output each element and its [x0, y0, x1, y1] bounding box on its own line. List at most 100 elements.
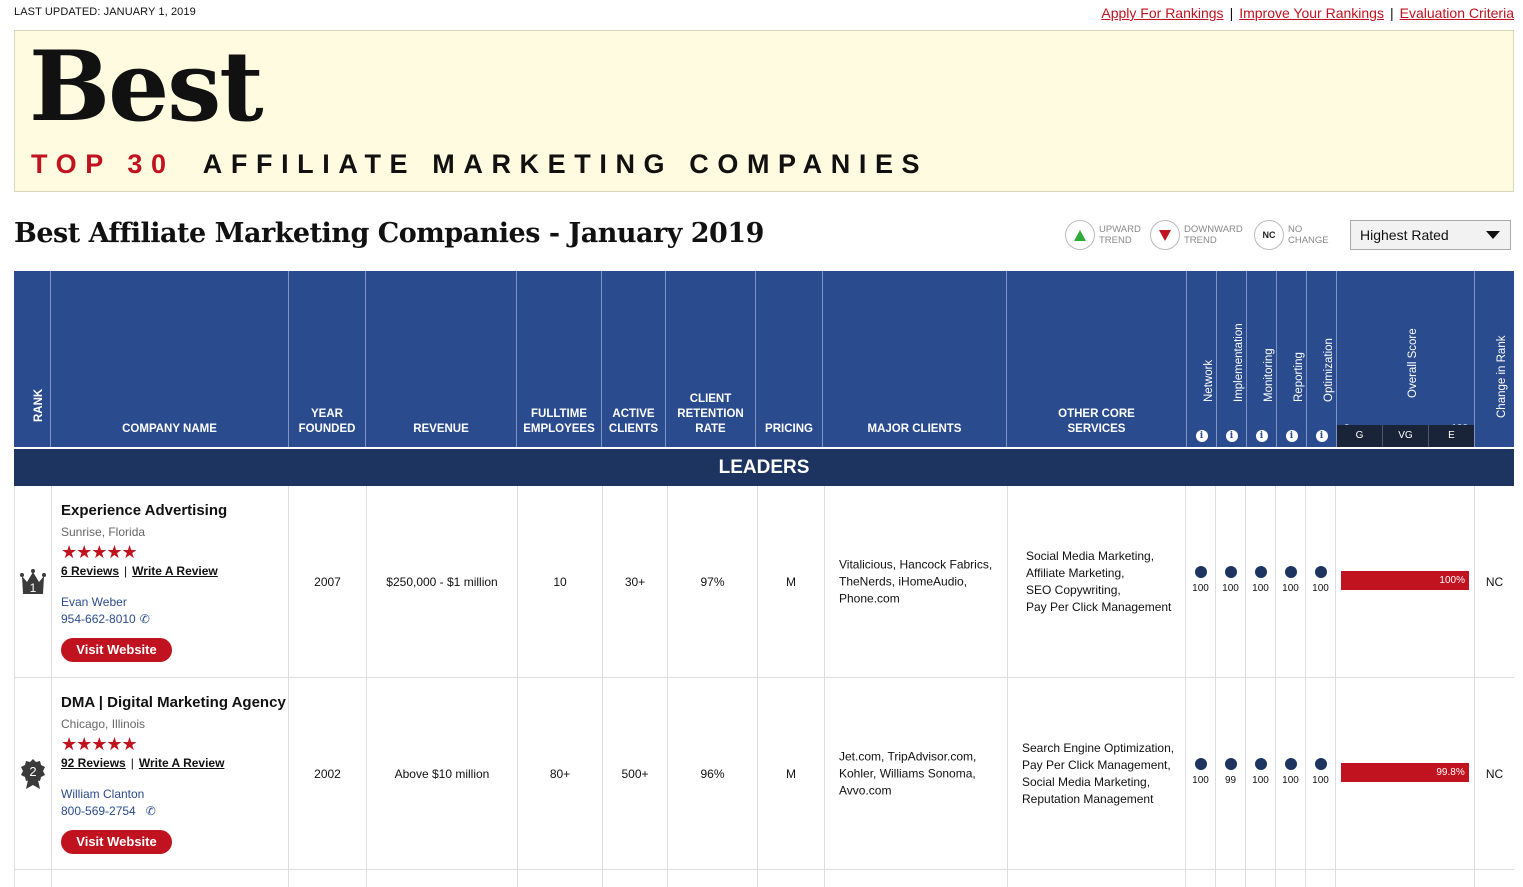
monitoring-score-cell — [1246, 870, 1276, 887]
column-header-overall-score[interactable]: Overall Score 0 100 G VG E — [1337, 271, 1475, 447]
contact-phone[interactable]: 800-569-2754 — [61, 804, 136, 818]
table-row: 2 DMA | Digital Marketing Agency Chicago… — [14, 678, 1514, 870]
column-header-label: Implementation — [1232, 323, 1245, 402]
legend-label: UPWARD — [1099, 224, 1141, 235]
contact-phone[interactable]: 954-662-8010 — [61, 612, 136, 626]
company-name[interactable]: DMA | Digital Marketing Agency — [61, 694, 286, 711]
score-value: 100 — [1252, 583, 1269, 594]
cell-value: Vitalicious, Hancock Fabrics, — [839, 557, 993, 571]
cell-value: Avvo.com — [839, 783, 892, 797]
pricing-cell — [758, 870, 825, 887]
reporting-score-cell: 100 — [1276, 678, 1306, 869]
visit-website-button[interactable]: Visit Website — [61, 830, 172, 854]
score-dot-icon — [1224, 758, 1237, 770]
cell-value: Above $10 million — [394, 766, 490, 781]
star-rating-icon: ★★★★★ — [61, 542, 138, 562]
column-header-label: ACTIVE — [612, 408, 655, 420]
write-review-link[interactable]: Write A Review — [138, 756, 225, 770]
crown-rank-icon: 1 — [20, 568, 46, 595]
column-header-employees[interactable]: FULLTIME EMPLOYEES — [517, 271, 602, 447]
retention-cell: 96% — [668, 678, 758, 869]
clients-cell: 30+ — [603, 486, 668, 677]
overall-score-bar: 99.8% — [1341, 763, 1469, 782]
overall-score-cell — [1336, 870, 1475, 887]
info-icon[interactable]: i — [1225, 430, 1238, 442]
evaluation-criteria-link[interactable]: Evaluation Criteria — [1399, 5, 1514, 21]
legend-label: TREND — [1099, 235, 1132, 246]
cell-value: Pay Per Click Management — [1026, 599, 1172, 614]
column-header-major-clients[interactable]: MAJOR CLIENTS — [823, 271, 1007, 447]
cell-value: Social Media Marketing, — [1026, 548, 1155, 563]
column-header-label: Overall Score — [1406, 328, 1419, 398]
major-clients-cell: Vitalicious, Hancock Fabrics, TheNerds, i… — [825, 486, 1008, 677]
downward-trend-icon — [1150, 220, 1180, 250]
reviews-count-link[interactable]: 92 Reviews — [61, 756, 126, 770]
column-header-revenue[interactable]: REVENUE — [366, 271, 517, 447]
info-icon[interactable]: i — [1195, 430, 1208, 442]
monitoring-score-cell: 100 — [1246, 486, 1276, 677]
score-dot-icon — [1224, 566, 1237, 578]
retention-cell — [668, 870, 758, 887]
contact-name: William Clanton — [61, 787, 145, 801]
column-header-label: Change in Rank — [1495, 335, 1508, 418]
cell-value: M — [786, 574, 796, 589]
link-separator: | — [1229, 5, 1234, 21]
write-review-link[interactable]: Write A Review — [132, 564, 218, 578]
implementation-score-cell: 100 — [1216, 486, 1246, 677]
info-icon[interactable]: i — [1285, 430, 1298, 442]
network-score-cell: 100 — [1186, 678, 1216, 869]
improve-rankings-link[interactable]: Improve Your Rankings — [1239, 5, 1384, 21]
sort-dropdown[interactable]: Highest Rated — [1350, 220, 1511, 250]
legend-label: CHANGE — [1288, 235, 1329, 246]
column-header-label: RANK — [33, 388, 45, 422]
retention-cell: 97% — [668, 486, 758, 677]
services-cell: Social Media Marketing, Affiliate Marketi… — [1008, 486, 1186, 677]
major-clients-cell — [825, 870, 1008, 887]
column-header-label: YEAR — [311, 408, 343, 420]
column-header-label: Monitoring — [1262, 348, 1275, 402]
column-header-network[interactable]: Network i — [1187, 271, 1217, 447]
column-header-optimization[interactable]: Optimization i — [1307, 271, 1337, 447]
column-header-active-clients[interactable]: ACTIVE CLIENTS — [602, 271, 666, 447]
info-icon[interactable]: i — [1255, 430, 1268, 442]
rank-cell: 1 — [14, 486, 52, 677]
column-header-reporting[interactable]: Reporting i — [1277, 271, 1307, 447]
pricing-cell: M — [758, 678, 825, 869]
implementation-score-cell — [1216, 870, 1246, 887]
score-value: 100 — [1282, 775, 1299, 786]
reviews-count-link[interactable]: 6 Reviews — [61, 564, 120, 578]
company-name[interactable]: Experience Advertising — [61, 502, 228, 519]
rank-number: 1 — [30, 581, 37, 595]
cell-value: TheNerds, iHomeAudio, — [839, 574, 968, 588]
column-header-rank[interactable]: RANK — [14, 271, 51, 447]
clients-cell — [603, 870, 668, 887]
cell-value: SEO Copywriting, — [1026, 582, 1121, 597]
contact-name: Evan Weber — [61, 595, 127, 609]
column-header-change-in-rank[interactable]: Change in Rank — [1475, 271, 1514, 447]
optimization-score-cell — [1306, 870, 1336, 887]
column-header-implementation[interactable]: Implementation i — [1217, 271, 1247, 447]
apply-for-rankings-link[interactable]: Apply For Rankings — [1101, 5, 1224, 21]
column-header-year[interactable]: YEAR FOUNDED — [289, 271, 366, 447]
grade-label: G — [1337, 425, 1383, 447]
info-icon[interactable]: i — [1315, 430, 1328, 442]
change-cell: NC — [1475, 678, 1514, 869]
company-cell: Experience Advertising Sunrise, Florida … — [52, 486, 289, 677]
column-header-retention[interactable]: CLIENT RETENTION RATE — [666, 271, 756, 447]
overall-score-fill: 99.8% — [1341, 763, 1469, 782]
visit-website-button[interactable]: Visit Website — [61, 638, 172, 662]
legend-label: TREND — [1184, 235, 1217, 246]
clients-cell: 500+ — [603, 678, 668, 869]
monitoring-score-cell: 100 — [1246, 678, 1276, 869]
employees-cell — [518, 870, 603, 887]
rank-cell: 2 — [14, 678, 52, 869]
column-header-other-services[interactable]: OTHER CORE SERVICES — [1007, 271, 1187, 447]
column-header-label: REVENUE — [413, 423, 469, 435]
revenue-cell: Above $10 million — [367, 678, 518, 869]
column-header-company[interactable]: COMPANY NAME — [51, 271, 289, 447]
major-clients-cell: Jet.com, TripAdvisor.com, Kohler, William… — [825, 678, 1008, 869]
table-header: RANK COMPANY NAME YEAR FOUNDED REVENUE FU… — [14, 271, 1514, 447]
hero-banner: Best TOP 30 AFFILIATE MARKETING COMPANIE… — [14, 30, 1514, 192]
column-header-monitoring[interactable]: Monitoring i — [1247, 271, 1277, 447]
column-header-pricing[interactable]: PRICING — [756, 271, 823, 447]
